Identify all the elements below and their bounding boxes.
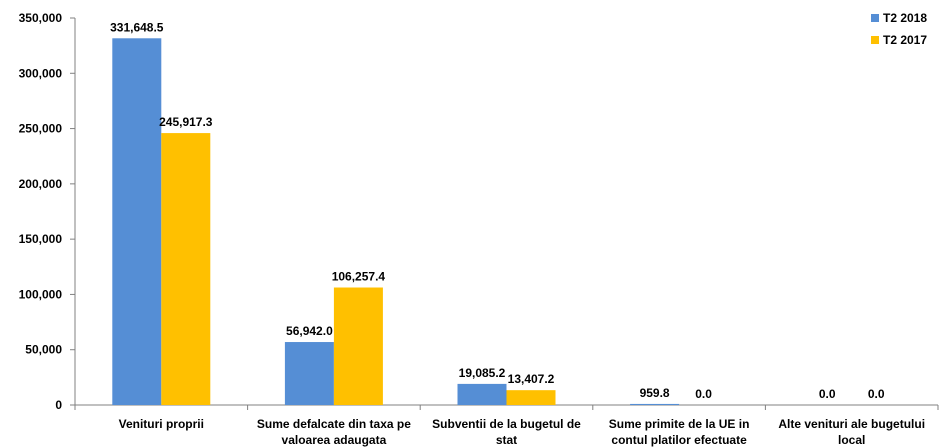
data-label: 0.0 [819,387,836,401]
category-label: valoarea adaugata [282,433,387,447]
bar [112,38,162,406]
legend-label: T2 2017 [883,33,927,47]
legend-swatch [871,36,879,44]
bar [284,342,334,405]
category-label: Alte venituri ale bugetului [778,417,925,431]
y-tick-label: 150,000 [19,232,63,246]
legend: T2 2018 T2 2017 [871,11,927,47]
bar [161,133,211,405]
bar [333,287,383,405]
bar [457,383,507,405]
y-tick-label: 100,000 [19,287,63,301]
legend-label: T2 2018 [883,11,927,25]
y-tick-label: 50,000 [25,343,62,357]
category-label: stat [496,433,517,447]
data-label: 56,942.0 [286,324,333,338]
category-labels: Venituri proprii Sume defalcate din taxa … [119,417,925,447]
y-tick-label: 300,000 [19,66,63,80]
category-label: local [838,433,865,447]
data-label: 0.0 [695,387,712,401]
data-label: 19,085.2 [459,366,506,380]
data-label: 106,257.4 [332,270,386,284]
data-label: 959.8 [640,386,670,400]
data-labels: 331,648.5 56,942.0 19,085.2 959.8 0.0 245,917… [110,20,885,401]
y-tick-label: 350,000 [19,11,63,25]
bars [112,38,680,406]
data-label: 331,648.5 [110,20,164,34]
y-tick-label: 0 [55,398,62,412]
category-label: Sume defalcate din taxa pe [257,417,411,431]
data-label: 245,917.3 [159,115,213,129]
category-label: contul platilor efectuate [611,433,747,447]
y-tick-label: 200,000 [19,177,63,191]
y-tick-label: 250,000 [19,122,63,136]
category-label: Sume primite de la UE in [609,417,750,431]
category-label: Subventii de la bugetul de [432,417,581,431]
data-label: 13,407.2 [508,372,555,386]
category-label: Venituri proprii [119,417,204,431]
x-axis [74,404,939,410]
data-label: 0.0 [868,387,885,401]
bar [630,403,680,405]
bar [506,390,556,405]
legend-swatch [871,14,879,22]
y-axis: 0 50,000 100,000 150,000 200,000 250,000 300,0… [19,11,76,412]
